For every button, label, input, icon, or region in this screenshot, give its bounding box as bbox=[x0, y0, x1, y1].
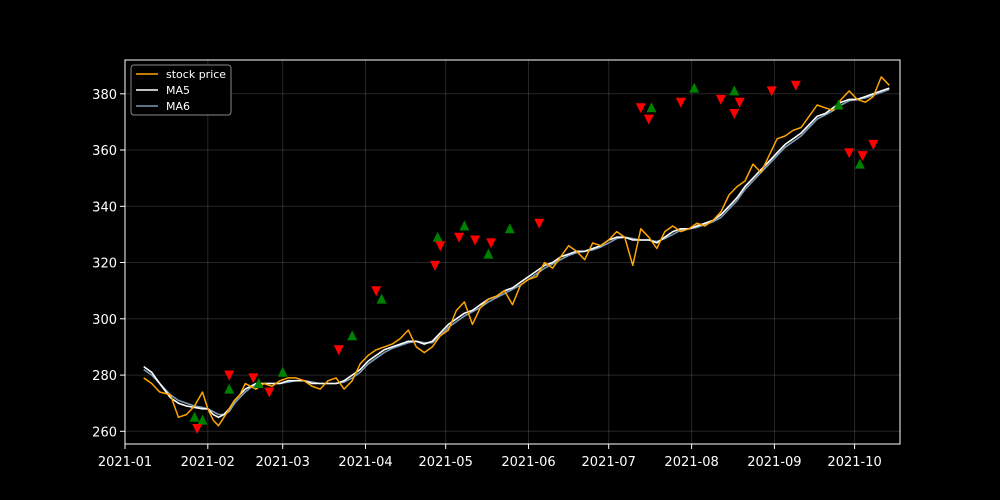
buy-signal-marker bbox=[189, 411, 200, 422]
buy-signal-marker bbox=[253, 378, 264, 388]
sell-signal-marker bbox=[857, 151, 868, 162]
y-tick-label: 300 bbox=[92, 313, 117, 328]
sell-signal-marker bbox=[248, 373, 259, 384]
buy-signal-marker bbox=[376, 293, 387, 304]
legend-label-ma6: MA6 bbox=[166, 100, 190, 113]
x-tick-label: 2021-07 bbox=[582, 455, 636, 470]
sell-signal-marker bbox=[192, 424, 203, 434]
buy-signal-marker bbox=[224, 383, 235, 394]
sell-signal-marker bbox=[470, 235, 481, 246]
buy-signal-marker bbox=[459, 220, 470, 231]
buy-signal-marker bbox=[689, 82, 700, 93]
plot-frame bbox=[124, 59, 901, 445]
legend-box bbox=[130, 64, 232, 116]
legend: stock price MA5 MA6 bbox=[130, 64, 232, 116]
sell-signal-marker bbox=[675, 97, 686, 108]
sell-signal-marker bbox=[435, 241, 446, 252]
x-tick-label: 2021-01 bbox=[98, 455, 152, 470]
buy-signal-marker bbox=[833, 99, 844, 110]
sell-signal-marker bbox=[635, 103, 646, 114]
y-tick-label: 360 bbox=[92, 144, 117, 159]
x-tick-label: 2021-09 bbox=[747, 455, 801, 470]
sell-signal-marker bbox=[844, 148, 855, 159]
sell-signal-marker bbox=[454, 232, 465, 243]
sell-signal-marker bbox=[534, 218, 545, 229]
sell-signal-marker bbox=[729, 109, 740, 119]
y-tick-label: 340 bbox=[92, 200, 117, 215]
y-tick-label: 380 bbox=[92, 88, 117, 103]
x-tick-label: 2021-06 bbox=[501, 455, 555, 470]
buy-signal-marker bbox=[432, 231, 443, 242]
sell-signal-marker bbox=[371, 286, 382, 297]
x-tick-label: 2021-03 bbox=[256, 455, 310, 470]
sell-signal-marker bbox=[264, 387, 275, 398]
buy-signal-marker bbox=[277, 366, 288, 377]
x-tick-label: 2021-10 bbox=[827, 455, 881, 470]
grid bbox=[124, 60, 900, 444]
sell-signal-marker bbox=[766, 86, 777, 97]
x-tick-label: 2021-08 bbox=[664, 455, 718, 470]
buy-signal-marker bbox=[854, 158, 865, 169]
sell-signal-marker bbox=[643, 114, 654, 125]
sell-signal-marker bbox=[868, 139, 879, 150]
sell-signal-marker bbox=[734, 97, 745, 108]
buy-signal-marker bbox=[347, 330, 358, 341]
x-tick-label: 2021-05 bbox=[419, 455, 473, 470]
sell-signal-marker bbox=[790, 80, 801, 91]
buy-signal-marker bbox=[504, 223, 515, 234]
y-tick-label: 260 bbox=[92, 425, 117, 440]
buy-signal-marker bbox=[729, 85, 740, 96]
sell-signal-marker bbox=[224, 370, 235, 381]
sell-signal-marker bbox=[715, 94, 726, 105]
y-tick-label: 280 bbox=[92, 369, 117, 384]
series-line-stock-price bbox=[143, 76, 890, 427]
sell-signal-marker bbox=[486, 238, 497, 249]
sell-signal-marker bbox=[430, 260, 440, 271]
x-tick-label: 2021-04 bbox=[338, 455, 392, 470]
buy-signal-marker bbox=[483, 248, 494, 259]
x-tick-label: 2021-02 bbox=[181, 455, 235, 470]
buy-signal-marker bbox=[197, 414, 208, 425]
buy-signal-marker bbox=[646, 102, 657, 113]
legend-label-ma5: MA5 bbox=[166, 84, 190, 97]
legend-label-stock-price: stock price bbox=[166, 68, 226, 81]
y-tick-label: 320 bbox=[92, 257, 117, 272]
series-lines bbox=[143, 76, 890, 427]
axes: 2021-01 2021-02 2021-03 2021-04 2021-05 2021-… bbox=[92, 88, 882, 470]
sell-signal-marker bbox=[333, 345, 344, 356]
signal-markers bbox=[189, 80, 879, 434]
